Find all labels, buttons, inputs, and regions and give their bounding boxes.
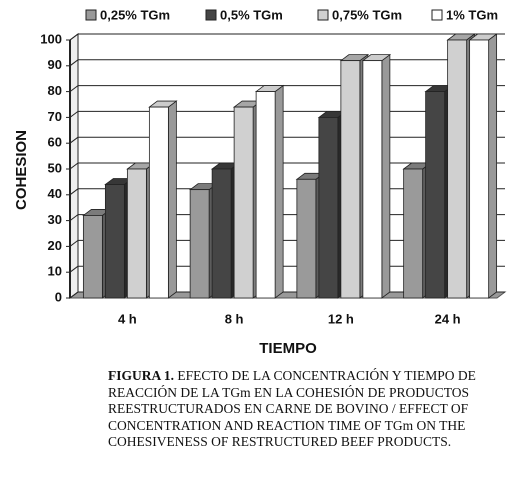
grid-line xyxy=(69,188,79,196)
y-tick-label: 80 xyxy=(48,83,62,98)
y-tick-label: 90 xyxy=(48,57,62,72)
x-axis-label: TIEMPO xyxy=(259,340,317,357)
legend-swatch xyxy=(431,9,443,21)
bar xyxy=(296,178,317,299)
x-tick-label: 24 h xyxy=(435,311,461,326)
grid-line xyxy=(69,59,79,67)
bar xyxy=(255,91,276,299)
grid-line xyxy=(69,33,79,41)
bar xyxy=(211,168,232,299)
bar xyxy=(318,117,339,299)
y-tick-label: 0 xyxy=(55,289,62,304)
legend-swatch xyxy=(85,9,97,21)
y-tick-label: 70 xyxy=(48,109,62,124)
y-tick-label: 30 xyxy=(48,212,62,227)
bar xyxy=(340,60,361,299)
legend-label: 0,5% TGm xyxy=(220,7,283,22)
bar xyxy=(403,168,424,299)
caption-label: FIGURA 1. xyxy=(108,368,175,383)
y-tick-label: 50 xyxy=(48,160,62,175)
bar-side xyxy=(488,33,498,299)
grid-line xyxy=(69,85,79,92)
bar xyxy=(362,60,383,299)
x-tick-label: 4 h xyxy=(118,311,137,326)
bar xyxy=(189,189,210,299)
caption: FIGURA 1. EFECTO DE LA CONCENTRACIÓN Y T… xyxy=(108,368,508,451)
grid-line xyxy=(69,214,79,222)
bar xyxy=(233,106,254,299)
grid-line xyxy=(69,239,79,247)
bar xyxy=(126,168,147,299)
caption-text: EFECTO DE LA CONCENTRACIÓN Y TIEMPO DE R… xyxy=(108,368,476,449)
bar xyxy=(447,39,468,299)
grid-line xyxy=(69,265,79,273)
grid-line xyxy=(69,111,79,118)
grid-line xyxy=(69,291,79,299)
bar xyxy=(148,106,169,299)
bar-side xyxy=(274,84,284,299)
bar xyxy=(425,91,446,299)
x-tick-label: 8 h xyxy=(225,311,244,326)
y-tick-label: 40 xyxy=(48,186,62,201)
legend-label: 1% TGm xyxy=(446,7,498,22)
grid-line xyxy=(69,162,79,170)
y-axis-label: COHESION xyxy=(13,130,30,210)
bar xyxy=(104,184,125,299)
legend-label: 0,75% TGm xyxy=(332,7,402,22)
grid-line xyxy=(69,136,79,144)
legend-label: 0,25% TGm xyxy=(100,7,170,22)
bar-side xyxy=(381,53,391,299)
bar xyxy=(82,215,103,299)
bar xyxy=(469,39,490,299)
chart: COHESION TIEMPO 0 10 20 30 40 50 60 70 80 90 100 4 … xyxy=(13,7,507,357)
bar-side xyxy=(167,100,177,299)
legend-swatch xyxy=(317,9,329,21)
y-tick-label: 10 xyxy=(48,264,62,279)
legend-swatch xyxy=(205,9,217,21)
y-tick-label: 100 xyxy=(40,31,62,46)
x-tick-label: 12 h xyxy=(328,311,354,326)
y-tick-label: 60 xyxy=(48,135,62,150)
y-tick-label: 20 xyxy=(48,238,62,253)
